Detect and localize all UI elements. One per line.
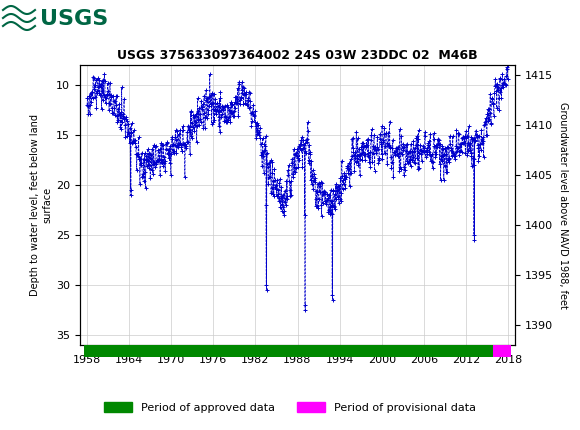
Y-axis label: Groundwater level above NAVD 1988, feet: Groundwater level above NAVD 1988, feet <box>559 101 568 308</box>
Legend: Period of approved data, Period of provisional data: Period of approved data, Period of provi… <box>100 398 480 418</box>
Bar <box>492 344 512 358</box>
Text: USGS: USGS <box>40 9 108 29</box>
FancyBboxPatch shape <box>2 2 97 36</box>
Y-axis label: Depth to water level, feet below land
surface: Depth to water level, feet below land su… <box>30 114 52 296</box>
Title: USGS 375633097364002 24S 03W 23DDC 02  M46B: USGS 375633097364002 24S 03W 23DDC 02 M4… <box>117 49 478 62</box>
